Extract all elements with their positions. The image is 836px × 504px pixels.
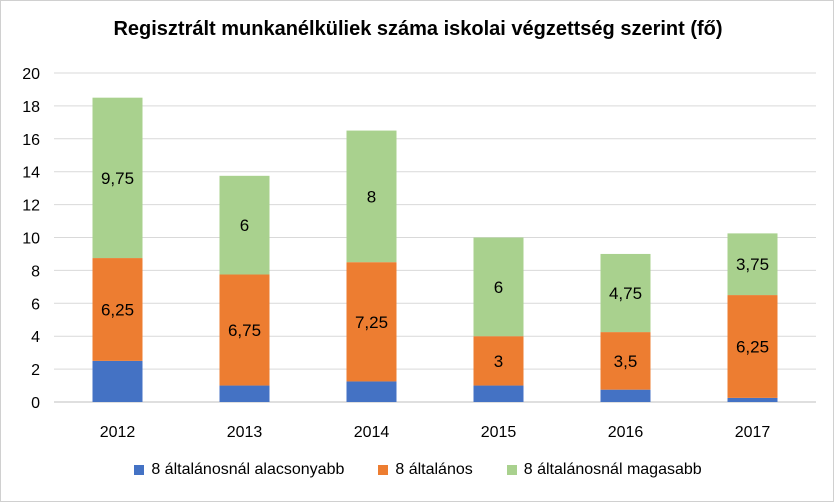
- y-tick-label: 4: [31, 329, 40, 346]
- y-tick-label: 8: [31, 263, 40, 280]
- x-tick-label: 2017: [735, 424, 771, 441]
- data-label: 3,5: [614, 352, 638, 371]
- legend-swatch-series-1: [134, 465, 145, 475]
- bar-segment-series-3: [600, 253, 651, 333]
- y-tick-label: 16: [22, 132, 40, 149]
- y-tick-label: 12: [22, 198, 40, 215]
- bar-segment-series-1: [473, 385, 524, 402]
- y-tick-label: 20: [22, 66, 40, 83]
- legend-item: 8 általánosnál alacsonyabb: [134, 461, 344, 479]
- legend-label-series-2: 8 általános: [395, 461, 473, 478]
- legend-swatch-series-2: [378, 465, 389, 475]
- legend-label-series-3: 8 általánosnál magasabb: [523, 461, 702, 478]
- x-tick-label: 2012: [100, 424, 136, 441]
- y-tick-label: 2: [31, 362, 40, 379]
- chart-title: Regisztrált munkanélküliek száma iskolai…: [113, 18, 723, 40]
- data-label: 8: [367, 187, 376, 206]
- data-label: 6,25: [101, 300, 134, 319]
- x-tick-label: 2013: [227, 424, 263, 441]
- bar-segment-series-1: [92, 360, 143, 402]
- data-label: 7,25: [355, 313, 388, 332]
- data-label: 3: [494, 352, 503, 371]
- data-label: 6,25: [736, 337, 769, 356]
- bar-segment-series-2: [473, 336, 524, 386]
- bar-segment-series-3: [473, 237, 524, 337]
- data-label: 6: [494, 278, 503, 297]
- legend-swatch-series-3: [506, 465, 517, 475]
- bar-segment-series-2: [219, 274, 270, 386]
- bar-segment-series-2: [727, 295, 778, 398]
- bar-segment-series-1: [219, 385, 270, 402]
- legend-item: 8 általános: [378, 461, 473, 479]
- y-tick-label: 18: [22, 99, 40, 116]
- bar-segment-series-3: [346, 130, 397, 263]
- x-tick-label: 2016: [608, 424, 644, 441]
- bar-segment-series-2: [346, 262, 397, 382]
- legend-label-series-1: 8 általánosnál alacsonyabb: [151, 461, 345, 478]
- x-tick-label: 2014: [354, 424, 390, 441]
- data-label: 6: [240, 216, 249, 235]
- data-label: 6,75: [228, 321, 261, 340]
- bar-segment-series-3: [219, 175, 270, 275]
- y-tick-label: 14: [22, 165, 40, 182]
- y-tick-label: 0: [31, 395, 40, 412]
- x-tick-label: 2015: [481, 424, 517, 441]
- bar-segment-series-3: [727, 233, 778, 296]
- legend-item: 8 általánosnál magasabb: [506, 461, 702, 479]
- data-label: 9,75: [101, 169, 134, 188]
- y-tick-label: 10: [22, 231, 40, 248]
- bar-segment-series-2: [92, 258, 143, 361]
- data-label: 3,75: [736, 255, 769, 274]
- bar-segment-series-3: [92, 97, 143, 259]
- data-label: 4,75: [609, 284, 642, 303]
- y-tick-label: 6: [31, 296, 40, 313]
- bar-segment-series-1: [600, 389, 651, 402]
- bar-segment-series-1: [346, 381, 397, 402]
- chart-legend: 8 általánosnál alacsonyabb 8 általános 8…: [0, 461, 836, 479]
- bar-segment-series-2: [600, 332, 651, 390]
- bar-segment-series-1: [727, 397, 778, 402]
